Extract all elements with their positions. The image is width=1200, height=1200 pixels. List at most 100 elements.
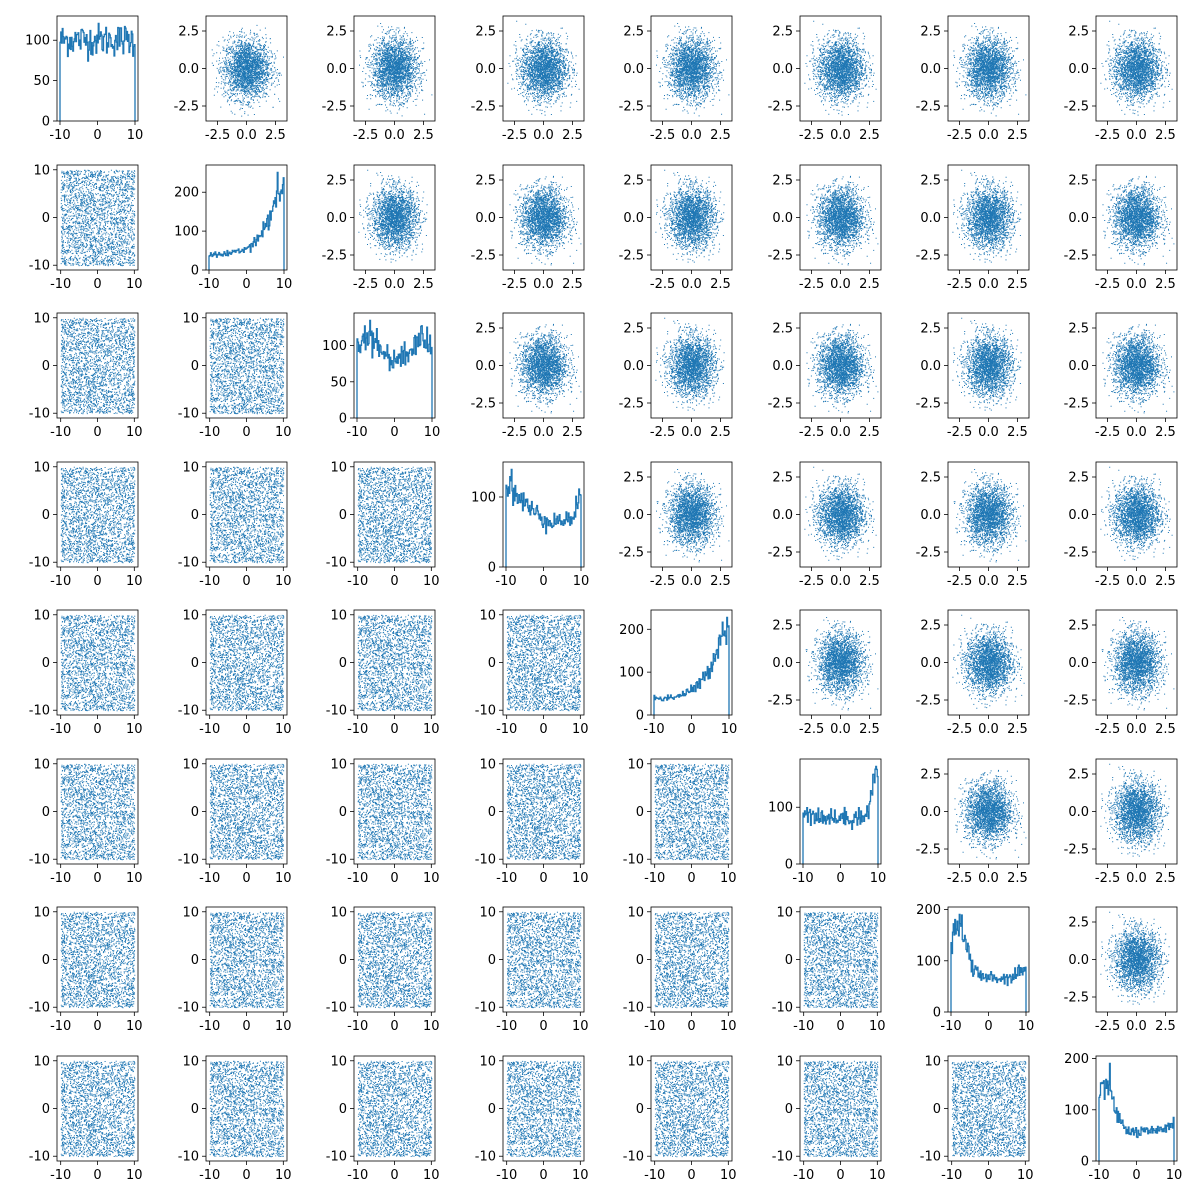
panel-r1-c7: -2.5 0.0 2.5 -2.5 0.0 2.5 [1064, 164, 1178, 292]
scatter-points [953, 469, 1027, 563]
x-tick-label: 0 [93, 128, 101, 143]
panel-r6-c2: -10 0 10 -10 0 10 [326, 905, 440, 1034]
panel-r2-c0: -10 0 10 -10 0 10 [29, 311, 143, 440]
y-tick-label: 10 [182, 608, 199, 623]
y-tick-label: -10 [920, 1150, 941, 1165]
panel-r6-c0: -10 0 10 -10 0 10 [29, 905, 143, 1034]
axes-frame [650, 164, 733, 271]
x-tick-label: 0 [539, 1168, 547, 1183]
x-tick-label: 0 [93, 1168, 101, 1183]
y-tick-label: 0 [785, 858, 793, 873]
x-tick-label: 0 [242, 871, 250, 886]
histogram-step-line [59, 22, 136, 121]
axes-frame [502, 164, 585, 271]
axes-frame [799, 1055, 882, 1162]
panel-r4-c5: -2.5 0.0 2.5 -2.5 0.0 2.5 [768, 609, 882, 737]
x-tick-label: 0 [1132, 1168, 1140, 1183]
y-tick-label: -2.5 [619, 546, 644, 561]
axes-frame [205, 164, 288, 271]
y-tick-label: 0 [339, 412, 347, 427]
axes-frame [650, 609, 733, 716]
scatter-points [654, 1060, 730, 1158]
x-tick-label: 10 [275, 425, 292, 440]
panel-background [1096, 1056, 1177, 1161]
y-tick-label: 0 [488, 953, 496, 968]
x-tick-label: -10 [199, 871, 220, 886]
scatter-points [1100, 911, 1170, 1005]
x-tick-label: -2.5 [1095, 722, 1120, 737]
x-tick-label: -10 [792, 871, 813, 886]
x-tick-label: 2.5 [265, 128, 286, 143]
y-tick-label: 2.5 [326, 174, 347, 189]
x-tick-label: 2.5 [859, 425, 880, 440]
y-tick-label: -10 [326, 1150, 347, 1165]
y-tick-label: 2.5 [623, 322, 644, 337]
x-tick-label: 0.0 [830, 425, 851, 440]
x-tick-label: -10 [198, 277, 219, 292]
x-tick-label: 2.5 [562, 425, 583, 440]
y-tick-label: 2.5 [920, 25, 941, 40]
scatter-points [359, 23, 433, 117]
y-tick-label: 2.5 [772, 322, 793, 337]
x-tick-label: 0 [390, 1019, 398, 1034]
y-tick-label: 2.5 [623, 174, 644, 189]
axes-frame [353, 758, 436, 865]
y-tick-label: 0.0 [1068, 805, 1089, 820]
axes-frame [56, 15, 139, 122]
scatter-points [952, 169, 1022, 263]
panel-r2-c6: -2.5 0.0 2.5 -2.5 0.0 2.5 [916, 312, 1030, 440]
axes-frame [502, 461, 585, 568]
y-tick-label: -2.5 [768, 249, 793, 264]
y-tick-label: 0.0 [920, 508, 941, 523]
axes-frame [205, 758, 288, 865]
x-tick-label: -10 [1088, 1168, 1109, 1183]
y-tick-label: -10 [326, 556, 347, 571]
x-tick-label: -2.5 [650, 425, 675, 440]
x-tick-label: 10 [423, 1168, 440, 1183]
x-tick-label: 0.0 [1126, 128, 1147, 143]
panel-r5-c7: -2.5 0.0 2.5 -2.5 0.0 2.5 [1064, 758, 1178, 886]
histogram-step-line [950, 913, 1027, 1012]
axes-frame [799, 312, 882, 419]
panel-r4-c3: -10 0 10 -10 0 10 [475, 608, 589, 737]
histogram-step-line [208, 171, 285, 270]
histogram-step-line [1098, 1062, 1175, 1161]
x-tick-label: -2.5 [799, 277, 824, 292]
x-tick-label: -10 [644, 871, 665, 886]
x-tick-label: 0.0 [533, 277, 554, 292]
panel-r2-c7: -2.5 0.0 2.5 -2.5 0.0 2.5 [1064, 312, 1178, 440]
axes-frame [1095, 758, 1178, 865]
x-tick-label: -2.5 [353, 277, 378, 292]
y-tick-label: -2.5 [471, 100, 496, 115]
x-tick-label: 10 [423, 722, 440, 737]
scatter-points [953, 23, 1027, 117]
scatter-points [358, 169, 428, 263]
scatter-points [60, 911, 136, 1009]
y-tick-label: 0 [42, 656, 50, 671]
panel-r3-c0: -10 0 10 -10 0 10 [29, 460, 143, 589]
scatter-points [656, 23, 730, 117]
y-tick-label: 10 [330, 1054, 347, 1069]
panel-background [354, 313, 435, 418]
x-tick-label: 2.5 [1007, 277, 1028, 292]
axes-frame [353, 1055, 436, 1162]
panel-r6-c7: -2.5 0.0 2.5 -2.5 0.0 2.5 [1064, 906, 1178, 1034]
panel-r4-c1: -10 0 10 -10 0 10 [178, 608, 292, 737]
x-tick-label: 0.0 [384, 128, 405, 143]
scatter-points [805, 617, 879, 711]
axes-frame [799, 164, 882, 271]
y-tick-label: 10 [627, 757, 644, 772]
panel-r1-c5: -2.5 0.0 2.5 -2.5 0.0 2.5 [768, 164, 882, 292]
histogram-step-line [356, 319, 433, 418]
x-tick-label: -10 [50, 277, 71, 292]
x-tick-label: 0 [836, 1168, 844, 1183]
x-tick-label: 10 [126, 1019, 143, 1034]
panel-r1-c4: -2.5 0.0 2.5 -2.5 0.0 2.5 [619, 164, 733, 292]
scatter-points [209, 614, 285, 712]
x-tick-label: -10 [50, 871, 71, 886]
y-tick-label: 2.5 [178, 25, 199, 40]
y-tick-label: 100 [619, 666, 644, 681]
y-tick-label: 0 [636, 709, 644, 724]
x-tick-label: 0 [390, 722, 398, 737]
